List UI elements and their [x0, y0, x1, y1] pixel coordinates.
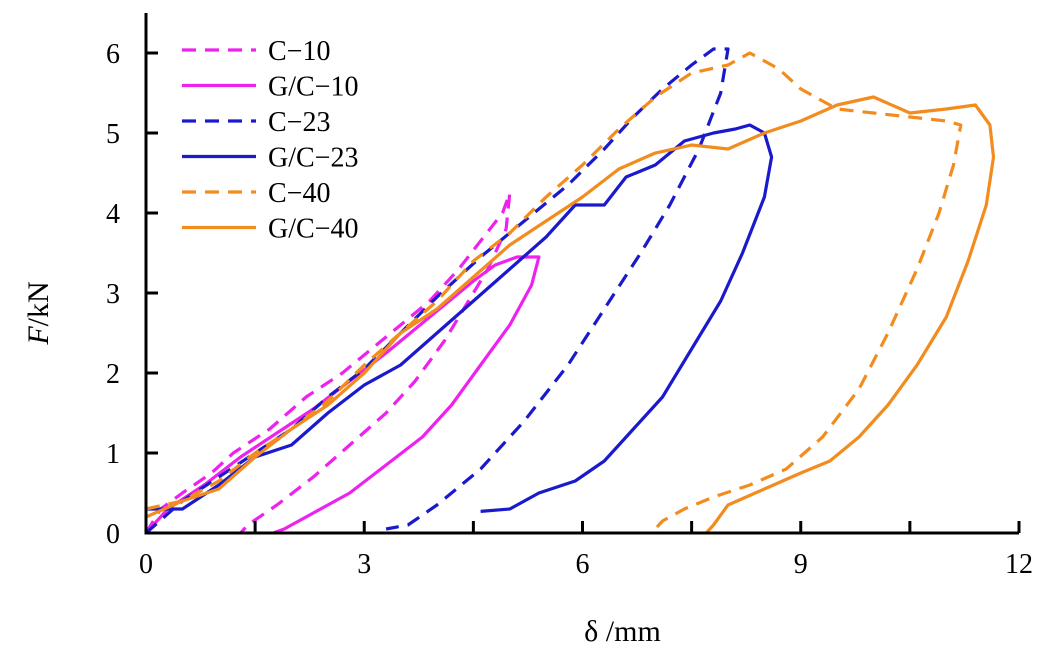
series-line-3 [146, 123, 774, 513]
legend-label-2: C−23 [268, 107, 330, 138]
y-axis-title-unit: /kN [22, 281, 55, 326]
y-tick-label-2: 2 [106, 359, 120, 390]
y-axis-title: F/kN [22, 281, 55, 345]
x-tick-label-2: 6 [576, 549, 590, 580]
y-tick-label-3: 3 [106, 279, 120, 310]
legend-label-5: G/C−40 [268, 214, 358, 245]
x-tick-label-3: 9 [794, 549, 808, 580]
x-tick-label-1: 3 [357, 549, 371, 580]
legend: C−10 G/C−10 C−23 G/C−23 C−40 G/C−40 [182, 36, 358, 245]
series-line-5 [145, 95, 996, 535]
plot-series-group [144, 47, 996, 535]
y-tick-label-6: 6 [106, 39, 120, 70]
legend-label-1: G/C−10 [268, 72, 358, 103]
series-line-4 [145, 51, 963, 535]
y-tick-label-0: 0 [106, 519, 120, 550]
y-axis-title-variable: F [22, 326, 55, 346]
legend-label-3: G/C−23 [268, 143, 358, 174]
legend-label-0: C−10 [268, 36, 330, 67]
y-tick-label-5: 5 [106, 119, 120, 150]
x-tick-label-4: 12 [1005, 549, 1033, 580]
x-tick-label-0: 0 [139, 549, 153, 580]
series-line-2 [144, 47, 730, 535]
series-line-1 [144, 255, 541, 535]
y-tick-label-1: 1 [106, 439, 120, 470]
legend-label-4: C−40 [268, 178, 330, 209]
y-tick-label-4: 4 [106, 199, 120, 230]
series-line-0 [144, 191, 512, 535]
x-axis-title: δ /mm [584, 615, 661, 648]
